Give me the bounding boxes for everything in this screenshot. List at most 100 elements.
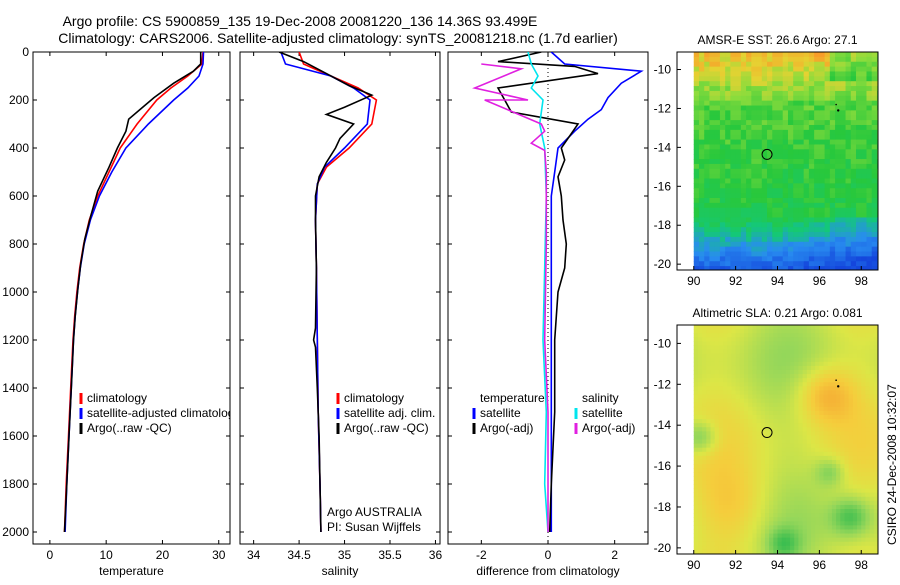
sst_map-cell xyxy=(856,124,862,131)
sst_map-cell xyxy=(751,178,758,184)
sst_map-cell xyxy=(808,178,815,184)
sla_map-cell xyxy=(827,329,833,334)
sst_map-cell xyxy=(824,202,831,209)
sst_map-cell xyxy=(746,56,752,63)
sla_map-cell xyxy=(785,447,791,453)
sla_map-cell xyxy=(811,419,816,424)
sla_map-cell xyxy=(727,337,732,342)
sla_map-cell xyxy=(831,349,837,355)
sst_map-cell xyxy=(709,222,716,228)
sla_map-cell xyxy=(861,476,866,481)
sst_map-cell xyxy=(704,217,710,223)
sst_map-cell xyxy=(866,61,873,68)
sla_map-cell xyxy=(844,378,850,383)
sla_map-cell xyxy=(769,509,774,514)
sla_map-cell xyxy=(777,345,783,351)
sla_map-cell xyxy=(718,455,724,461)
sla_map-cell xyxy=(831,496,837,502)
sla_map-cell xyxy=(756,488,762,494)
sst_map-cell xyxy=(850,173,857,180)
sla_map-cell xyxy=(857,349,862,355)
sst_map-cell xyxy=(714,236,721,243)
sst_map-cell xyxy=(829,110,836,116)
sst_map-cell xyxy=(698,266,705,271)
sla_map-cell xyxy=(873,484,879,490)
sst_map-cell xyxy=(746,202,752,209)
sst_map-cell xyxy=(840,197,847,204)
sla_map-cell xyxy=(748,435,753,440)
sst_map-cell xyxy=(767,246,773,253)
sla_map-cell xyxy=(697,533,703,539)
sla_map-cell xyxy=(848,517,854,522)
sla_map-cell xyxy=(727,394,732,400)
sla_map-cell xyxy=(840,382,845,387)
sla_map-cell xyxy=(714,488,720,494)
sst_map-cell xyxy=(803,110,810,116)
sla_map-cell xyxy=(731,443,737,449)
sla_map-cell xyxy=(769,468,774,473)
sla_map-cell xyxy=(764,472,770,477)
sst_map-cell xyxy=(714,168,721,175)
sst_map-cell xyxy=(725,159,731,165)
sla_map-cell xyxy=(714,468,720,473)
sst_map-cell xyxy=(835,144,841,150)
sla_map-cell xyxy=(857,480,862,485)
sst_map-cell xyxy=(808,168,815,175)
sla_map-cell xyxy=(794,472,799,477)
sst_map-cell xyxy=(756,183,763,189)
sla_map-cell xyxy=(798,525,804,530)
sla_map-cell xyxy=(873,504,879,510)
sla_map-cell xyxy=(840,509,845,514)
sla_map-cell xyxy=(752,443,758,449)
salinity-xtick-label: 34 xyxy=(247,548,261,562)
sst_map-cell xyxy=(751,90,758,97)
sst_map-cell xyxy=(725,90,731,97)
sst_map-cell xyxy=(730,168,737,175)
sst_map-cell xyxy=(735,197,742,204)
sla_map-cell xyxy=(823,414,829,420)
sla_map-cell xyxy=(773,439,778,445)
sla_map-cell xyxy=(735,410,741,416)
sst_map-cell xyxy=(719,90,726,97)
sla_map-cell xyxy=(773,402,778,408)
sla_map-cell xyxy=(697,325,703,330)
sla_map-cell xyxy=(760,357,766,363)
sst_map-cell xyxy=(730,154,737,160)
sst_map-cell xyxy=(808,149,815,155)
sst_map-cell xyxy=(714,188,721,194)
sla_map-cell xyxy=(735,451,741,457)
sst_map-cell xyxy=(835,202,841,209)
sst_map-cell xyxy=(798,163,805,170)
sla_map-cell xyxy=(748,504,753,510)
sla_map-cell xyxy=(823,394,829,400)
sst_map-cell xyxy=(850,129,857,136)
sla_map-cell xyxy=(848,541,854,547)
sla_map-cell xyxy=(857,394,862,400)
sla_map-cell xyxy=(706,419,711,424)
sst_map-cell xyxy=(829,197,836,204)
sla_map-cell xyxy=(773,509,778,514)
sst_map-cell xyxy=(871,56,878,63)
sla_map-cell xyxy=(731,500,737,506)
sla_map-cell xyxy=(739,374,745,379)
sla_map-cell xyxy=(798,378,804,383)
sla_map-cell xyxy=(781,545,787,551)
sst_map-cell xyxy=(751,227,758,233)
sla_map-cell xyxy=(739,427,745,432)
sst_map-cell xyxy=(777,193,784,199)
sla_map-cell xyxy=(852,402,858,408)
sla_map-cell xyxy=(723,480,728,485)
sla_map-cell xyxy=(748,492,753,498)
sla_map-cell xyxy=(848,325,854,330)
sst_map-cell xyxy=(835,105,841,111)
sst_map-cell xyxy=(772,251,778,257)
sst_map-cell xyxy=(814,61,820,68)
sla_map-cell xyxy=(844,419,850,424)
sla_map-cell xyxy=(861,345,866,351)
sla_map-cell xyxy=(706,369,711,375)
sst_map-cell xyxy=(787,173,794,180)
sst_map-cell xyxy=(824,56,831,63)
sla_map-cell xyxy=(739,504,745,510)
sla_map-cell xyxy=(714,513,720,518)
sla_map-cell xyxy=(773,325,778,330)
